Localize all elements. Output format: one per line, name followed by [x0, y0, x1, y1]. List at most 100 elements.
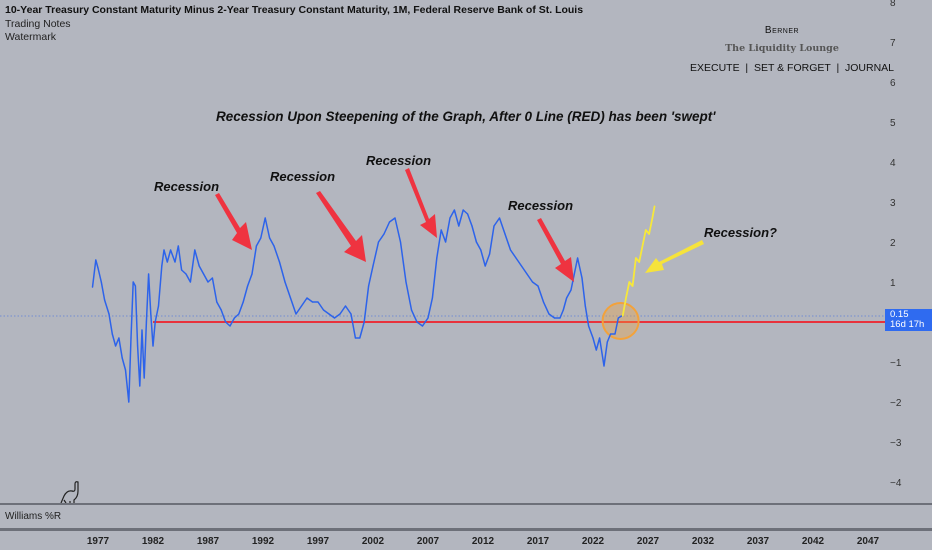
last-price-value: 0.15 [890, 309, 909, 320]
data-point-spread [161, 265, 163, 267]
data-point-spread [95, 259, 97, 261]
data-point-spread [311, 301, 314, 303]
sweep-highlight-circle [601, 302, 640, 340]
data-point-spread [498, 217, 501, 219]
data-point-projection [641, 245, 644, 247]
data-point-spread [100, 281, 102, 283]
data-point-spread [242, 301, 244, 303]
data-point-spread [614, 333, 616, 335]
indicator-label-williams-r[interactable]: Williams %R [5, 511, 62, 522]
data-point-spread [251, 273, 253, 275]
recession-arrow-1 [215, 193, 252, 250]
y-tick-label: −1 [890, 358, 902, 369]
data-point-spread [132, 281, 134, 283]
data-point-spread [606, 341, 608, 343]
data-point-projection [635, 257, 637, 259]
y-tick-label: 1 [890, 278, 896, 289]
data-point-spread [233, 317, 235, 319]
projection-arrow [645, 240, 704, 273]
data-point-spread [436, 257, 438, 259]
data-point-projection [625, 297, 627, 299]
data-point-spread [111, 333, 113, 335]
data-point-spread [130, 337, 132, 339]
data-point-spread [368, 285, 370, 287]
data-point-spread [584, 305, 586, 307]
data-point-spread [621, 315, 623, 317]
data-point-spread [152, 345, 154, 347]
data-point-spread [484, 265, 486, 267]
recession-label-1: Recession [154, 179, 219, 194]
data-point-spread [198, 265, 200, 267]
data-point-spread [115, 345, 117, 347]
data-point-spread [458, 225, 460, 227]
data-point-spread [537, 285, 539, 287]
data-point-spread [154, 321, 156, 323]
data-point-spread [421, 325, 424, 327]
x-tick-label: 2027 [637, 536, 660, 547]
data-point-spread [493, 225, 495, 227]
data-point-spread [577, 257, 579, 259]
recession-arrow-2 [316, 191, 366, 262]
data-point-spread [542, 301, 545, 303]
y-tick-label: 8 [890, 0, 896, 9]
data-point-spread [592, 337, 594, 339]
y-tick-label: 6 [890, 78, 896, 89]
data-point-spread [278, 261, 281, 263]
y-tick-label: 3 [890, 198, 896, 209]
series-points [91, 205, 656, 403]
data-point-spread [350, 313, 352, 315]
data-point-spread [344, 305, 347, 307]
data-point-spread [405, 281, 407, 283]
y-axis: 8 7 6 5 4 3 2 1 −1 −2 −3 −4 [890, 0, 902, 489]
x-tick-label: 2002 [362, 536, 385, 547]
x-tick-label: 1997 [307, 536, 330, 547]
y-tick-label: −3 [890, 438, 902, 449]
recession-label-3: Recession [366, 153, 431, 168]
data-point-spread [515, 257, 517, 259]
x-tick-label: 1992 [252, 536, 275, 547]
x-tick-label: 2032 [692, 536, 715, 547]
data-point-projection [654, 205, 656, 207]
y-tick-label: 2 [890, 238, 896, 249]
data-point-spread [306, 297, 308, 299]
data-point-spread [603, 365, 605, 367]
x-tick-label: 2017 [527, 536, 550, 547]
data-point-spread [203, 273, 205, 275]
data-point-spread [264, 217, 266, 219]
data-point-spread [599, 337, 601, 339]
data-point-spread [504, 233, 506, 235]
data-point-spread [295, 313, 297, 315]
chart-headline: Recession Upon Steepening of the Graph, … [216, 109, 716, 124]
data-point-spread [216, 301, 218, 303]
x-axis: 1977 1982 1987 1992 1997 2002 2007 2012 2017 2022… [87, 536, 880, 547]
data-point-spread [520, 265, 523, 267]
data-point-spread [220, 309, 222, 311]
data-point-projection [628, 281, 630, 283]
dinosaur-icon [60, 481, 79, 504]
data-point-spread [166, 261, 168, 263]
data-point-spread [229, 325, 231, 327]
data-point-spread [509, 249, 512, 251]
data-point-spread [480, 249, 482, 251]
data-point-spread [157, 305, 160, 307]
x-tick-label: 2012 [472, 536, 495, 547]
data-point-spread [471, 225, 473, 227]
x-tick-label: 2047 [857, 536, 880, 547]
recession-label-4: Recession [508, 198, 573, 213]
data-point-spread [399, 241, 402, 243]
data-point-spread [573, 273, 575, 275]
data-point-spread [328, 313, 330, 315]
data-point-spread [260, 237, 262, 239]
data-point-spread [445, 241, 447, 243]
pane-separator[interactable] [0, 503, 932, 505]
data-point-spread [118, 337, 120, 339]
data-point-spread [431, 297, 433, 299]
data-point-spread [339, 313, 341, 315]
data-point-spread [163, 249, 165, 251]
bar-countdown: 16d 17h [890, 319, 925, 330]
data-point-spread [570, 289, 572, 291]
data-point-spread [211, 277, 213, 279]
recession-question-label: Recession? [704, 225, 777, 240]
data-point-projection [638, 261, 640, 263]
